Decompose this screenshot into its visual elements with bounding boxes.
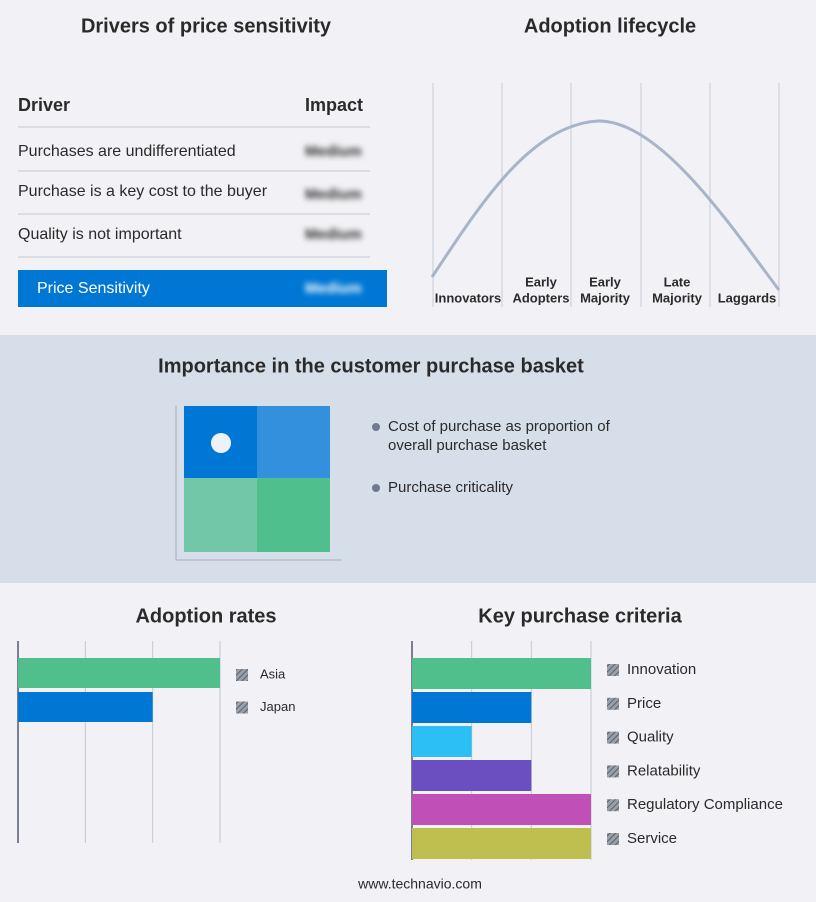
- quadrant: [257, 406, 330, 478]
- bar: [412, 828, 591, 859]
- column-header: Impact: [305, 95, 363, 115]
- legend-bullet: [372, 423, 380, 431]
- lifecycle-grid: [432, 83, 780, 307]
- driver-cell: Purchases are undifferentiated: [18, 143, 236, 160]
- legend-text: Cost of purchase as proportion of: [388, 418, 611, 435]
- bar: [412, 794, 591, 825]
- legend-swatch: [607, 833, 619, 845]
- quadrant: [257, 478, 330, 552]
- position-marker: [211, 433, 231, 453]
- summary-value: Medium: [305, 280, 362, 297]
- bar: [412, 760, 532, 791]
- legend-text: Purchase criticality: [388, 479, 514, 496]
- driver-cell: Purchase is a key cost to the buyer: [18, 183, 268, 200]
- footer: www.technavio.com: [357, 876, 482, 892]
- bar: [412, 658, 591, 689]
- impact-cell: Medium: [305, 186, 362, 203]
- stage-label: Adopters: [512, 290, 569, 305]
- legend-swatch: [607, 765, 619, 778]
- stage-label: Early: [525, 274, 558, 289]
- stage-labels: InnovatorsEarlyAdoptersEarlyMajorityLate…: [435, 274, 776, 305]
- legend-label: Relatability: [627, 762, 701, 779]
- stage-label: Early: [589, 274, 622, 289]
- stage-label: Innovators: [435, 290, 501, 305]
- stage-label: Majority: [580, 290, 631, 305]
- impact-cell: Medium: [305, 226, 362, 243]
- stage-label: Late: [664, 274, 691, 289]
- stage-label: Laggards: [718, 290, 777, 305]
- driver-cell: Quality is not important: [18, 226, 182, 243]
- section-band: [0, 335, 816, 583]
- legend-label: Price: [627, 695, 661, 712]
- column-header: Driver: [18, 95, 70, 115]
- legend-swatch: [236, 669, 248, 681]
- summary-label: Price Sensitivity: [37, 280, 150, 297]
- chart-title: Adoption rates: [135, 605, 276, 627]
- legend-swatch: [607, 731, 619, 744]
- legend-swatch: [607, 664, 619, 676]
- legend-label: Innovation: [627, 661, 696, 678]
- legend-label: Regulatory Compliance: [627, 796, 783, 813]
- legend-swatch: [236, 701, 248, 714]
- legend-label: Japan: [260, 699, 295, 714]
- impact-cell: Medium: [305, 143, 362, 160]
- adoption-curve: [430, 119, 781, 291]
- legend-swatch: [607, 697, 619, 710]
- stage-label: Majority: [652, 290, 703, 305]
- legend-swatch: [607, 799, 619, 812]
- section-title: Adoption lifecycle: [524, 15, 696, 37]
- bar: [412, 726, 472, 757]
- legend-bullet: [372, 484, 380, 492]
- quadrant: [184, 478, 257, 552]
- bar: [18, 692, 153, 722]
- legend-text: overall purchase basket: [388, 437, 547, 454]
- legend-label: Quality: [627, 729, 674, 746]
- bar: [412, 692, 532, 723]
- legend-label: Service: [627, 830, 677, 847]
- summary-row: [18, 270, 387, 307]
- section-title: Drivers of price sensitivity: [81, 15, 332, 37]
- section-title: Importance in the customer purchase bask…: [158, 355, 584, 377]
- bar: [18, 658, 220, 688]
- chart-title: Key purchase criteria: [478, 605, 682, 627]
- legend-label: Asia: [260, 666, 286, 681]
